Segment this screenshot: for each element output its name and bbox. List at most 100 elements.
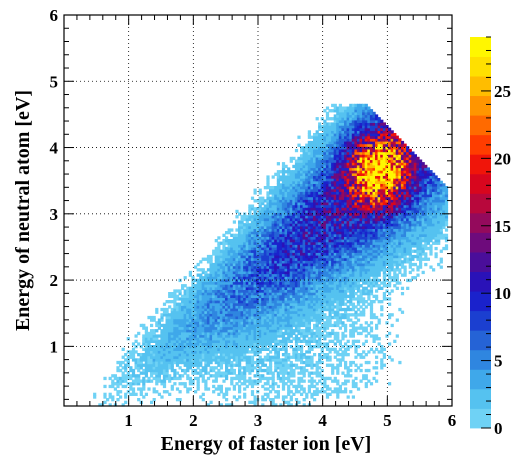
heatmap-cell <box>315 138 319 142</box>
heatmap-cell <box>119 395 123 399</box>
heatmap-cell <box>134 360 138 365</box>
heatmap-cell <box>346 215 350 219</box>
heatmap-cell <box>170 342 174 346</box>
heatmap-cell <box>217 360 221 365</box>
heatmap-cell <box>305 331 309 336</box>
heatmap-cell <box>199 284 203 288</box>
heatmap-cell <box>212 345 216 349</box>
heatmap-cell <box>258 231 262 235</box>
heatmap-cell <box>313 228 317 232</box>
heatmap-cell <box>230 382 234 386</box>
heatmap-cell <box>287 201 291 206</box>
heatmap-cell <box>346 339 350 343</box>
heatmap-cell <box>191 368 195 373</box>
heatmap-cell <box>284 294 288 298</box>
heatmap-cell <box>344 140 348 145</box>
heatmap-cell <box>320 140 324 145</box>
heatmap-cell <box>315 172 319 176</box>
heatmap-cell <box>294 257 299 261</box>
heatmap-cell <box>191 284 195 288</box>
heatmap-cell <box>263 300 267 304</box>
heatmap-cell <box>258 347 262 351</box>
heatmap-cell <box>256 315 260 320</box>
heatmap-cell <box>310 252 314 256</box>
heatmap-cell <box>196 371 200 375</box>
heatmap-cell <box>310 334 314 338</box>
heatmap-cell <box>336 172 340 176</box>
heatmap-cell <box>183 347 187 351</box>
heatmap-cell <box>346 395 350 399</box>
heatmap-cell <box>323 225 327 229</box>
heatmap-cell <box>276 355 280 359</box>
heatmap-cell <box>217 270 221 275</box>
heatmap-cell <box>238 366 242 370</box>
heatmap-cell <box>222 268 226 272</box>
heatmap-cell <box>323 384 327 389</box>
heatmap-cell <box>344 186 348 190</box>
heatmap-cell <box>178 339 182 343</box>
heatmap-cell <box>300 278 304 283</box>
heatmap-cell <box>217 347 221 351</box>
heatmap-cell <box>243 236 247 240</box>
heatmap-cell <box>253 270 257 275</box>
heatmap-cell <box>341 180 345 184</box>
heatmap-cell <box>258 228 262 232</box>
heatmap-cell <box>336 119 340 123</box>
heatmap-cell <box>292 331 296 336</box>
heatmap-cell <box>310 313 314 317</box>
heatmap-cell <box>250 302 255 306</box>
heatmap-cell <box>346 300 350 304</box>
heatmap-cell <box>147 350 151 354</box>
heatmap-cell <box>263 323 267 328</box>
heatmap-cell <box>157 355 161 359</box>
heatmap-cell <box>230 276 234 280</box>
heatmap-cell <box>232 260 236 264</box>
heatmap-cell <box>248 204 252 208</box>
heatmap-cell <box>269 223 273 227</box>
heatmap-cell <box>212 286 216 290</box>
heatmap-cell <box>336 125 340 129</box>
heatmap-cell <box>338 130 342 134</box>
heatmap-cell <box>289 302 293 306</box>
heatmap-cell <box>313 257 317 261</box>
heatmap-cell <box>188 353 192 357</box>
heatmap-cell <box>269 252 273 256</box>
heatmap-cell <box>310 140 314 145</box>
heatmap-cell <box>325 125 330 129</box>
heatmap-cell <box>344 212 348 216</box>
heatmap-cell <box>219 345 223 349</box>
heatmap-cell <box>294 281 299 285</box>
heatmap-cell <box>250 231 255 235</box>
heatmap-cell <box>338 209 342 214</box>
heatmap-cell <box>346 207 350 211</box>
heatmap-cell <box>248 284 252 288</box>
heatmap-cell <box>248 241 252 245</box>
heatmap-cell <box>307 342 311 346</box>
heatmap-cell <box>243 241 247 245</box>
heatmap-cell <box>235 209 239 214</box>
heatmap-cell <box>126 376 130 381</box>
heatmap-cell <box>243 246 247 251</box>
heatmap-cell <box>243 366 247 370</box>
heatmap-cell <box>266 329 270 333</box>
heatmap-cell <box>325 225 330 229</box>
heatmap-cell <box>258 321 262 325</box>
heatmap-cell <box>318 281 322 285</box>
heatmap-cell <box>281 262 286 267</box>
heatmap-cell <box>338 225 342 229</box>
heatmap-cell <box>219 260 223 264</box>
heatmap-cell <box>258 355 262 359</box>
heatmap-cell <box>274 196 278 200</box>
heatmap-cell <box>315 265 319 269</box>
heatmap-cell <box>344 281 348 285</box>
heatmap-cell <box>318 345 322 349</box>
heatmap-cell <box>310 199 314 203</box>
heatmap-cell <box>178 329 182 333</box>
heatmap-cell <box>292 289 296 293</box>
heatmap-cell <box>188 347 192 351</box>
heatmap-cell <box>160 334 164 338</box>
heatmap-cell <box>315 225 319 229</box>
heatmap-cell <box>292 254 296 259</box>
heatmap-cell <box>279 228 283 232</box>
heatmap-cell <box>217 323 221 328</box>
